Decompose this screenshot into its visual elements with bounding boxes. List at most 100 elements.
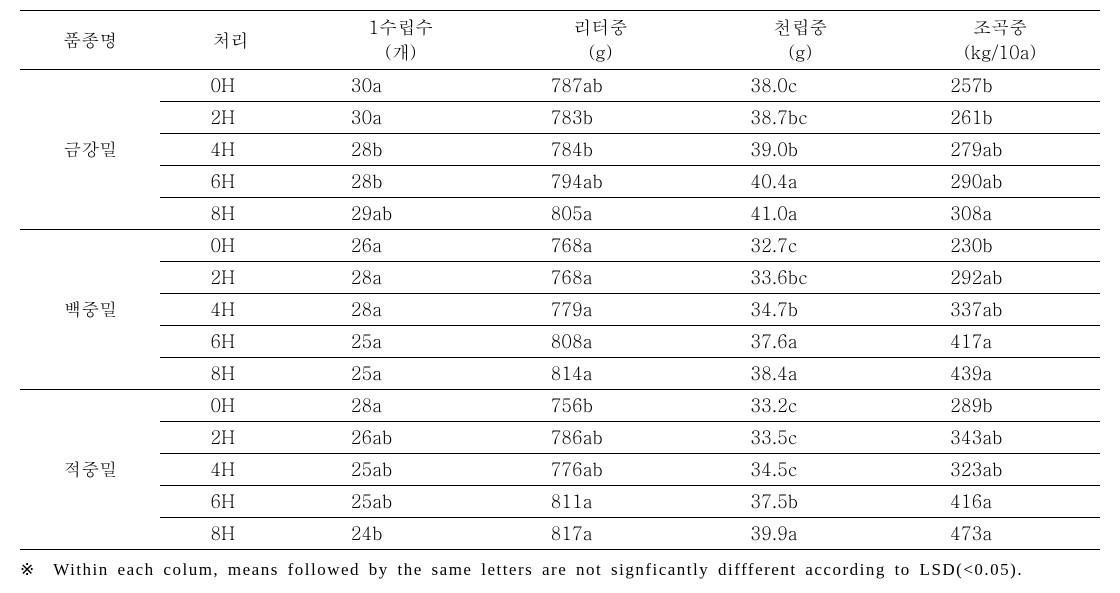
data-cell: 416a — [900, 486, 1100, 518]
header-c3: 천립중(g) — [700, 11, 900, 70]
data-cell: 38.0c — [700, 70, 900, 102]
data-cell: 24b — [301, 518, 501, 550]
data-cell: 784b — [501, 134, 701, 166]
header-c1: 1수립수(개) — [301, 11, 501, 70]
data-cell: 343ab — [900, 422, 1100, 454]
data-cell: 40.4a — [700, 166, 900, 198]
treatment-cell: 8H — [160, 358, 300, 390]
treatment-cell: 2H — [160, 262, 300, 294]
treatment-cell: 0H — [160, 70, 300, 102]
table-body: 금강밀 0H 30a 787ab 38.0c 257b 2H 30a 783b … — [20, 70, 1100, 550]
treatment-cell: 0H — [160, 230, 300, 262]
table-row: 8H 24b 817a 39.9a 473a — [20, 518, 1100, 550]
header-c4: 조곡중(kg/10a) — [900, 11, 1100, 70]
data-cell: 811a — [501, 486, 701, 518]
table-row: 백중밀 0H 26a 768a 32.7c 230b — [20, 230, 1100, 262]
data-cell: 776ab — [501, 454, 701, 486]
treatment-cell: 4H — [160, 134, 300, 166]
data-cell: 38.4a — [700, 358, 900, 390]
data-cell: 28b — [301, 166, 501, 198]
data-cell: 473a — [900, 518, 1100, 550]
data-cell: 39.0b — [700, 134, 900, 166]
table-row: 4H 28a 779a 34.7b 337ab — [20, 294, 1100, 326]
data-cell: 787ab — [501, 70, 701, 102]
data-cell: 439a — [900, 358, 1100, 390]
data-cell: 337ab — [900, 294, 1100, 326]
table-row: 6H 28b 794ab 40.4a 290ab — [20, 166, 1100, 198]
data-cell: 257b — [900, 70, 1100, 102]
table-row: 8H 29ab 805a 41.0a 308a — [20, 198, 1100, 230]
data-cell: 26a — [301, 230, 501, 262]
data-cell: 37.6a — [700, 326, 900, 358]
treatment-cell: 4H — [160, 454, 300, 486]
data-cell: 817a — [501, 518, 701, 550]
header-c2: 리터중(g) — [501, 11, 701, 70]
data-cell: 794ab — [501, 166, 701, 198]
data-cell: 34.7b — [700, 294, 900, 326]
treatment-cell: 2H — [160, 102, 300, 134]
data-cell: 756b — [501, 390, 701, 422]
treatment-cell: 2H — [160, 422, 300, 454]
data-cell: 768a — [501, 262, 701, 294]
table-row: 6H 25ab 811a 37.5b 416a — [20, 486, 1100, 518]
treatment-cell: 6H — [160, 166, 300, 198]
data-cell: 33.2c — [700, 390, 900, 422]
data-cell: 323ab — [900, 454, 1100, 486]
footnote-marker: ※ — [20, 560, 36, 579]
data-cell: 30a — [301, 70, 501, 102]
data-cell: 290ab — [900, 166, 1100, 198]
table-row: 4H 28b 784b 39.0b 279ab — [20, 134, 1100, 166]
data-cell: 34.5c — [700, 454, 900, 486]
treatment-cell: 8H — [160, 518, 300, 550]
data-cell: 39.9a — [700, 518, 900, 550]
data-cell: 41.0a — [700, 198, 900, 230]
data-cell: 28a — [301, 390, 501, 422]
table-row: 8H 25a 814a 38.4a 439a — [20, 358, 1100, 390]
data-cell: 33.6bc — [700, 262, 900, 294]
table-row: 4H 25ab 776ab 34.5c 323ab — [20, 454, 1100, 486]
treatment-cell: 6H — [160, 326, 300, 358]
data-cell: 25a — [301, 358, 501, 390]
data-cell: 28a — [301, 294, 501, 326]
data-cell: 32.7c — [700, 230, 900, 262]
data-cell: 805a — [501, 198, 701, 230]
data-cell: 417a — [900, 326, 1100, 358]
data-cell: 33.5c — [700, 422, 900, 454]
footnote-text: Within each colum, means followed by the… — [53, 560, 1023, 579]
table-header: 품종명 처리 1수립수(개) 리터중(g) 천립중(g) 조곡중(kg/10a) — [20, 11, 1100, 70]
data-cell: 289b — [900, 390, 1100, 422]
data-cell: 292ab — [900, 262, 1100, 294]
table-row: 6H 25a 808a 37.6a 417a — [20, 326, 1100, 358]
table-row: 2H 28a 768a 33.6bc 292ab — [20, 262, 1100, 294]
treatment-cell: 8H — [160, 198, 300, 230]
data-cell: 768a — [501, 230, 701, 262]
data-cell: 38.7bc — [700, 102, 900, 134]
table-row: 2H 30a 783b 38.7bc 261b — [20, 102, 1100, 134]
table-row: 2H 26ab 786ab 33.5c 343ab — [20, 422, 1100, 454]
table-row: 금강밀 0H 30a 787ab 38.0c 257b — [20, 70, 1100, 102]
data-cell: 25a — [301, 326, 501, 358]
data-cell: 37.5b — [700, 486, 900, 518]
data-cell: 261b — [900, 102, 1100, 134]
data-cell: 25ab — [301, 454, 501, 486]
data-cell: 28b — [301, 134, 501, 166]
treatment-cell: 6H — [160, 486, 300, 518]
header-variety: 품종명 — [20, 11, 160, 70]
data-cell: 279ab — [900, 134, 1100, 166]
treatment-cell: 0H — [160, 390, 300, 422]
variety-cell: 금강밀 — [20, 70, 160, 230]
data-cell: 25ab — [301, 486, 501, 518]
data-cell: 786ab — [501, 422, 701, 454]
data-cell: 26ab — [301, 422, 501, 454]
variety-cell: 적중밀 — [20, 390, 160, 550]
variety-cell: 백중밀 — [20, 230, 160, 390]
data-cell: 783b — [501, 102, 701, 134]
header-treatment: 처리 — [160, 11, 300, 70]
data-cell: 30a — [301, 102, 501, 134]
data-cell: 779a — [501, 294, 701, 326]
data-cell: 814a — [501, 358, 701, 390]
data-cell: 308a — [900, 198, 1100, 230]
data-cell: 230b — [900, 230, 1100, 262]
data-table: 품종명 처리 1수립수(개) 리터중(g) 천립중(g) 조곡중(kg/10a)… — [20, 10, 1100, 550]
data-cell: 28a — [301, 262, 501, 294]
